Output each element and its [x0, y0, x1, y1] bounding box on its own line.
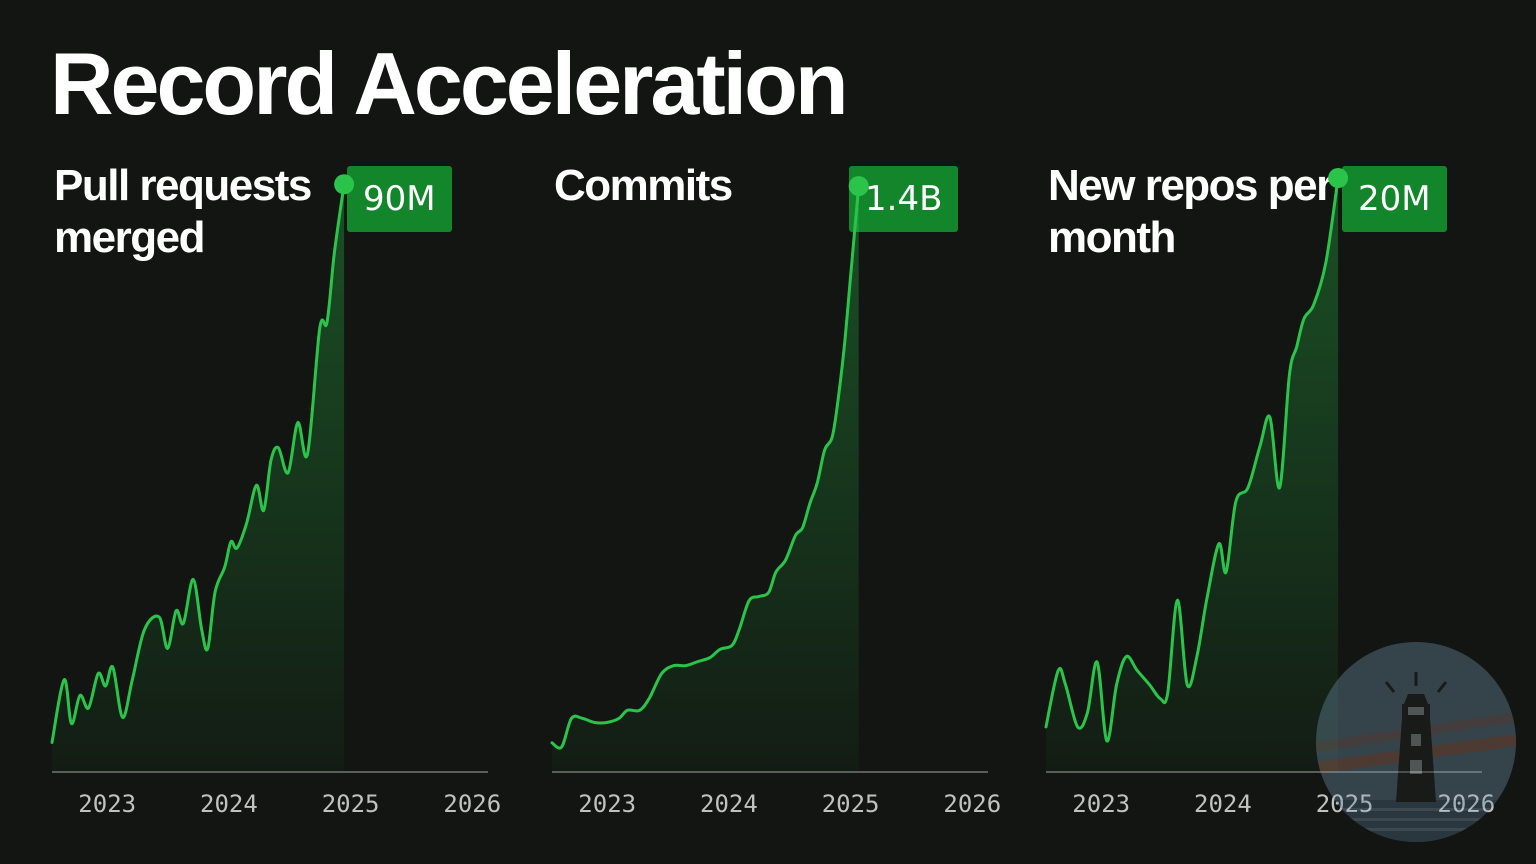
x-tick-label: 2026 — [1437, 790, 1495, 818]
x-tick-label: 2023 — [578, 790, 636, 818]
series-endpoint-marker — [1328, 168, 1349, 188]
x-tick-label: 2026 — [443, 790, 501, 818]
series-line — [50, 182, 346, 744]
chart-title: Commits — [554, 161, 733, 210]
chart-plot: 2023 2024 2025 2026 — [1044, 168, 1495, 818]
series-area — [1046, 178, 1339, 772]
x-tick-label: 2024 — [700, 790, 758, 818]
lighthouse-watermark-icon — [1316, 642, 1516, 842]
x-tick-label: 2024 — [200, 790, 258, 818]
chart-plot: 2023 2024 2025 2026 — [50, 174, 501, 818]
series-area — [52, 184, 345, 773]
series-line — [1044, 176, 1340, 743]
chart-plot: 2023 2024 2025 2026 — [550, 176, 1001, 818]
chart-title: Pull requests merged — [54, 161, 312, 262]
chart-title: New repos per month — [1048, 161, 1333, 262]
x-tick-label: 2025 — [822, 790, 880, 818]
x-tick-label: 2024 — [1194, 790, 1252, 818]
x-tick-label: 2025 — [1316, 790, 1374, 818]
x-tick-label: 2023 — [1072, 790, 1130, 818]
value-badge: 1.4B — [849, 166, 959, 232]
chart-panel-new-repos: New repos per month 20M 2023 2024 2025 2026 — [1044, 150, 1496, 840]
series-endpoint-marker — [848, 176, 869, 197]
series-endpoint-marker — [334, 174, 355, 195]
chart-panel-commits: Commits 1.4B 2023 2024 2025 2026 — [550, 150, 1002, 840]
chart-panel-pull-requests: Pull requests merged 90M 2023 2024 2025 202… — [50, 150, 502, 840]
value-badge: 90M — [347, 166, 452, 232]
series-area — [552, 186, 859, 773]
series-line — [550, 184, 861, 750]
page-title: Record Acceleration — [50, 34, 849, 133]
value-badge: 20M — [1342, 166, 1447, 232]
x-tick-label: 2025 — [322, 790, 380, 818]
x-tick-label: 2023 — [78, 790, 136, 818]
x-tick-label: 2026 — [943, 790, 1001, 818]
